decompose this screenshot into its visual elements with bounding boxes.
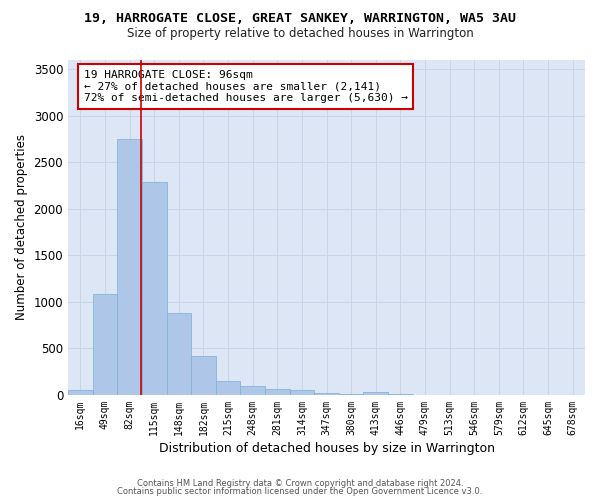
- Text: 19, HARROGATE CLOSE, GREAT SANKEY, WARRINGTON, WA5 3AU: 19, HARROGATE CLOSE, GREAT SANKEY, WARRI…: [84, 12, 516, 26]
- Bar: [191, 356, 216, 395]
- Bar: [364, 392, 388, 395]
- Bar: [388, 394, 413, 395]
- Bar: [241, 386, 265, 395]
- Y-axis label: Number of detached properties: Number of detached properties: [15, 134, 28, 320]
- Text: Size of property relative to detached houses in Warrington: Size of property relative to detached ho…: [127, 28, 473, 40]
- Bar: [265, 390, 290, 395]
- Text: 19 HARROGATE CLOSE: 96sqm
← 27% of detached houses are smaller (2,141)
72% of se: 19 HARROGATE CLOSE: 96sqm ← 27% of detac…: [83, 70, 407, 103]
- Bar: [92, 294, 117, 395]
- X-axis label: Distribution of detached houses by size in Warrington: Distribution of detached houses by size …: [158, 442, 494, 455]
- Bar: [216, 380, 241, 395]
- Bar: [167, 313, 191, 395]
- Bar: [117, 139, 142, 395]
- Bar: [142, 182, 167, 395]
- Bar: [68, 390, 92, 395]
- Text: Contains public sector information licensed under the Open Government Licence v3: Contains public sector information licen…: [118, 487, 482, 496]
- Text: Contains HM Land Registry data © Crown copyright and database right 2024.: Contains HM Land Registry data © Crown c…: [137, 478, 463, 488]
- Bar: [290, 390, 314, 395]
- Bar: [314, 392, 339, 395]
